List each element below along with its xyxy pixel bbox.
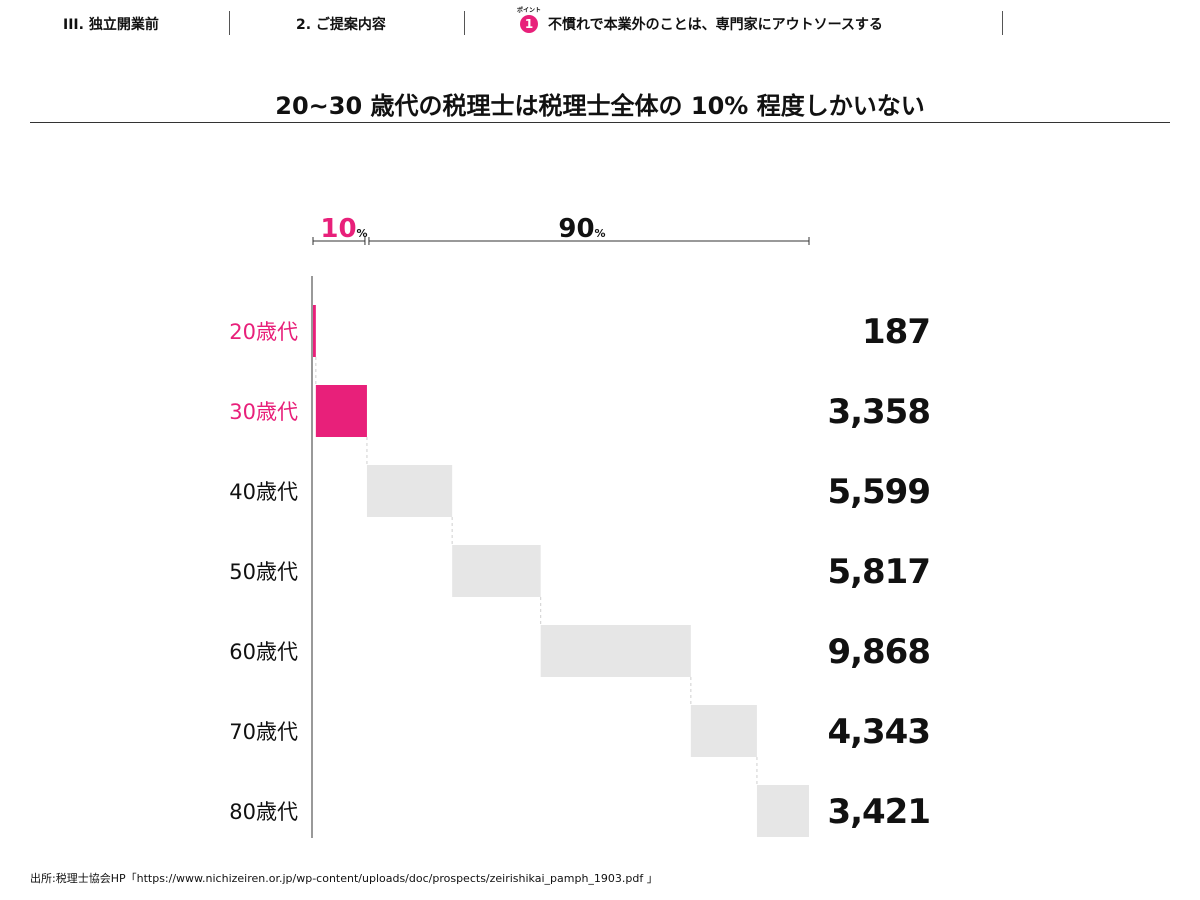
value-label: 9,868 — [827, 632, 930, 672]
value-label: 4,343 — [827, 712, 930, 752]
title-divider — [30, 122, 1170, 123]
breadcrumb-item-point: 不慣れで本業外のことは、専門家にアウトソースする — [548, 17, 883, 33]
category-label: 30歳代 — [229, 400, 298, 424]
value-label: 5,599 — [827, 472, 930, 512]
page-title: 20~30 歳代の税理士は税理士全体の 10% 程度しかいない — [275, 92, 925, 120]
bar-2 — [315, 385, 367, 437]
breadcrumb-divider — [1002, 11, 1003, 35]
point-caption: ポイント — [517, 7, 542, 14]
breadcrumb-divider — [464, 11, 465, 35]
bar-6 — [690, 705, 757, 757]
bar-1 — [313, 305, 316, 357]
breadcrumb-item-chapter: III. 独立開業前 — [63, 17, 159, 33]
category-label: 50歳代 — [229, 560, 298, 584]
bar-5 — [540, 625, 691, 677]
category-label: 40歳代 — [229, 480, 298, 504]
source-note: 出所:税理士協会HP「https://www.nichizeiren.or.jp… — [30, 872, 658, 885]
category-label: 20歳代 — [229, 320, 298, 344]
bracket-label-90: 90% — [558, 214, 605, 244]
bar-4 — [452, 545, 541, 597]
category-label: 80歳代 — [229, 800, 298, 824]
category-label: 70歳代 — [229, 720, 298, 744]
bar-3 — [366, 465, 453, 517]
category-label: 60歳代 — [229, 640, 298, 664]
bracket-label-10: 10% — [320, 214, 367, 244]
breadcrumb-divider — [229, 11, 230, 35]
breadcrumb: III. 独立開業前 2. ご提案内容 ポイント 1 不慣れで本業外のことは、専… — [0, 7, 1200, 38]
value-label: 3,358 — [827, 392, 930, 432]
bar-7 — [756, 785, 809, 837]
value-label: 187 — [862, 312, 930, 352]
breadcrumb-item-section: 2. ご提案内容 — [296, 17, 386, 33]
point-number-badge: 1 — [520, 15, 538, 33]
value-label: 5,817 — [827, 552, 930, 592]
value-label: 3,421 — [827, 792, 930, 832]
